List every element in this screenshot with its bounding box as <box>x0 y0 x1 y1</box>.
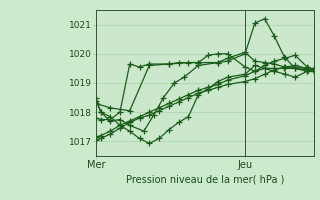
X-axis label: Pression niveau de la mer( hPa ): Pression niveau de la mer( hPa ) <box>126 174 284 184</box>
